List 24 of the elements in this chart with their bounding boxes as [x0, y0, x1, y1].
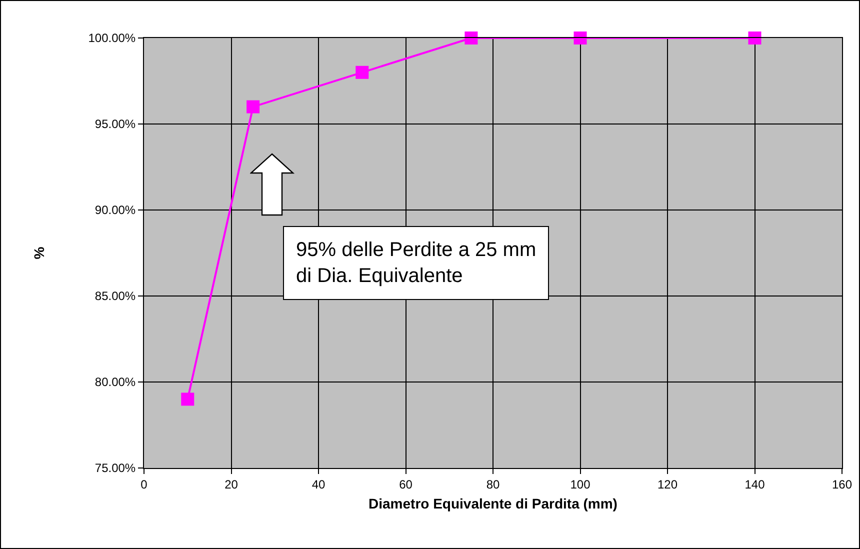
x-tick-label: 60 [399, 477, 413, 492]
point [356, 66, 369, 79]
y-tick-label: 85.00% [94, 289, 136, 304]
x-tick-label: 160 [832, 477, 852, 492]
point [574, 32, 587, 44]
point [181, 392, 194, 406]
x-tick-label: 0 [140, 477, 148, 492]
x-tick-label: 100 [570, 477, 591, 492]
x-tick-label: 140 [744, 477, 766, 492]
y-tick-label: 75.00% [94, 461, 136, 476]
y-tick-label: 95.00% [94, 117, 136, 132]
annotation: 95% delle Perdite a 25 mm di Dia. Equivalente [296, 239, 536, 287]
y-axis-title: % [30, 246, 47, 260]
point [246, 100, 260, 114]
x-tick-label: 80 [486, 477, 500, 492]
point [464, 32, 478, 44]
x-axis-title: Diametro Equivalente di Pardita (mm) [368, 496, 618, 512]
x-tick-label: 40 [312, 477, 326, 492]
y-tick-label: 100.00% [88, 31, 136, 46]
x-tick-label: 20 [224, 477, 238, 492]
y-tick-label: 80.00% [94, 375, 136, 390]
point [748, 32, 762, 44]
x-tick-label: 120 [657, 477, 678, 492]
y-tick-label: 90.00% [94, 203, 136, 218]
